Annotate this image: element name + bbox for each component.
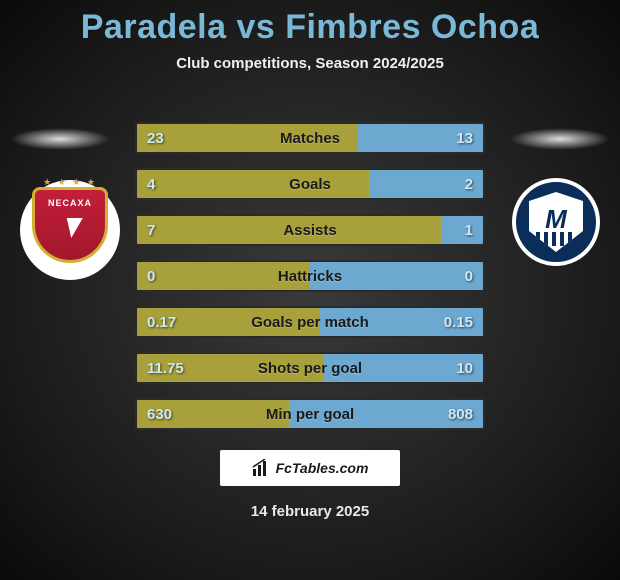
necaxa-shield-icon: NECAXA <box>32 187 108 263</box>
necaxa-text: NECAXA <box>48 198 92 208</box>
stat-row-assists: 7Assists1 <box>135 214 485 246</box>
stat-label: Matches <box>137 124 483 152</box>
stat-row-goals-per-match: 0.17Goals per match0.15 <box>135 306 485 338</box>
monterrey-shield-icon: M <box>526 192 586 252</box>
necaxa-logo: ★ ★ ★ ★ NECAXA <box>32 187 108 273</box>
footer-logo-text: FcTables.com <box>276 460 369 476</box>
fctables-logo: FcTables.com <box>220 450 400 486</box>
stat-label: Hattricks <box>137 262 483 290</box>
monterrey-letter: M <box>545 204 567 235</box>
stat-row-shots-per-goal: 11.75Shots per goal10 <box>135 352 485 384</box>
monterrey-stripes-icon <box>536 232 576 246</box>
team-badge-right: M <box>512 178 600 266</box>
team-badge-left: ★ ★ ★ ★ NECAXA <box>20 180 120 280</box>
stat-row-goals: 4Goals2 <box>135 168 485 200</box>
stat-value-right: 2 <box>455 170 483 198</box>
stat-label: Assists <box>137 216 483 244</box>
lightning-icon <box>63 218 83 238</box>
badge-shadow-right <box>510 128 610 150</box>
page-subtitle: Club competitions, Season 2024/2025 <box>0 55 620 72</box>
stat-label: Goals per match <box>137 308 483 336</box>
footer-date: 14 february 2025 <box>0 503 620 520</box>
stat-value-right: 808 <box>438 400 483 428</box>
chart-icon <box>252 459 270 477</box>
stat-row-matches: 23Matches13 <box>135 122 485 154</box>
stat-value-right: 13 <box>446 124 483 152</box>
stats-container: 23Matches13 4Goals2 7Assists1 0Hattricks0 0.… <box>135 122 485 444</box>
stat-label: Goals <box>137 170 483 198</box>
page-title: Paradela vs Fimbres Ochoa <box>0 0 620 47</box>
stat-label: Min per goal <box>137 400 483 428</box>
stat-value-right: 0 <box>455 262 483 290</box>
stat-value-right: 1 <box>455 216 483 244</box>
stat-row-hattricks: 0Hattricks0 <box>135 260 485 292</box>
stat-row-min-per-goal: 630Min per goal808 <box>135 398 485 430</box>
badge-shadow-left <box>10 128 110 150</box>
stat-value-right: 10 <box>446 354 483 382</box>
stat-value-right: 0.15 <box>434 308 483 336</box>
stat-label: Shots per goal <box>137 354 483 382</box>
